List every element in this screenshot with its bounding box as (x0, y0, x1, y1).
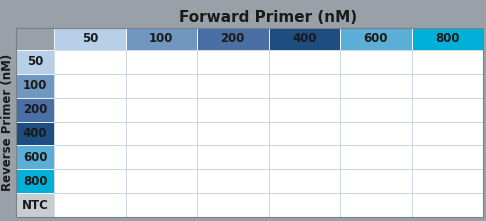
Bar (268, 28, 340, 50)
Bar (54, 145, 125, 169)
Bar (16, 122, 54, 145)
Bar (268, 74, 340, 98)
Text: 800: 800 (435, 32, 459, 46)
Bar (125, 145, 197, 169)
Bar (268, 145, 340, 169)
Bar (54, 74, 125, 98)
Bar (54, 169, 125, 193)
Bar (412, 28, 483, 50)
Text: 200: 200 (23, 103, 47, 116)
Bar (54, 122, 125, 145)
Text: 600: 600 (23, 151, 47, 164)
Bar (16, 169, 54, 193)
Bar (125, 98, 197, 122)
Bar (16, 50, 54, 74)
Text: 800: 800 (23, 175, 47, 188)
Bar (125, 28, 197, 50)
Bar (340, 169, 412, 193)
Bar (197, 50, 268, 74)
Bar (340, 193, 412, 217)
Text: 100: 100 (149, 32, 174, 46)
Bar (16, 193, 54, 217)
Bar (340, 74, 412, 98)
Bar (412, 122, 483, 145)
Bar (197, 122, 268, 145)
Bar (412, 74, 483, 98)
Text: 400: 400 (292, 32, 316, 46)
Bar (412, 50, 483, 74)
Bar (16, 28, 483, 217)
Bar (197, 98, 268, 122)
Bar (412, 193, 483, 217)
Bar (268, 98, 340, 122)
Bar (16, 74, 54, 98)
Bar (54, 193, 125, 217)
Bar (125, 122, 197, 145)
Bar (412, 145, 483, 169)
Bar (125, 74, 197, 98)
Bar (197, 169, 268, 193)
Bar (125, 169, 197, 193)
Bar (54, 28, 125, 50)
Bar (340, 98, 412, 122)
Bar (268, 50, 340, 74)
Bar (54, 98, 125, 122)
Bar (197, 74, 268, 98)
Bar (340, 50, 412, 74)
Text: NTC: NTC (21, 199, 49, 211)
Bar (340, 122, 412, 145)
Bar (54, 50, 125, 74)
Text: 200: 200 (221, 32, 245, 46)
Bar (268, 122, 340, 145)
Bar (197, 145, 268, 169)
Text: Forward Primer (nM): Forward Primer (nM) (179, 10, 358, 25)
Text: 400: 400 (23, 127, 47, 140)
Bar (412, 169, 483, 193)
Bar (340, 145, 412, 169)
Bar (340, 28, 412, 50)
Text: 50: 50 (82, 32, 98, 46)
Bar (412, 98, 483, 122)
Bar (125, 50, 197, 74)
Bar (16, 98, 54, 122)
Text: Reverse Primer (nM): Reverse Primer (nM) (1, 54, 15, 191)
Bar (268, 193, 340, 217)
Bar (16, 145, 54, 169)
Text: 600: 600 (364, 32, 388, 46)
Text: 50: 50 (27, 55, 43, 69)
Bar (197, 28, 268, 50)
Bar (197, 193, 268, 217)
Bar (268, 169, 340, 193)
Bar (125, 193, 197, 217)
Text: 100: 100 (23, 79, 47, 92)
